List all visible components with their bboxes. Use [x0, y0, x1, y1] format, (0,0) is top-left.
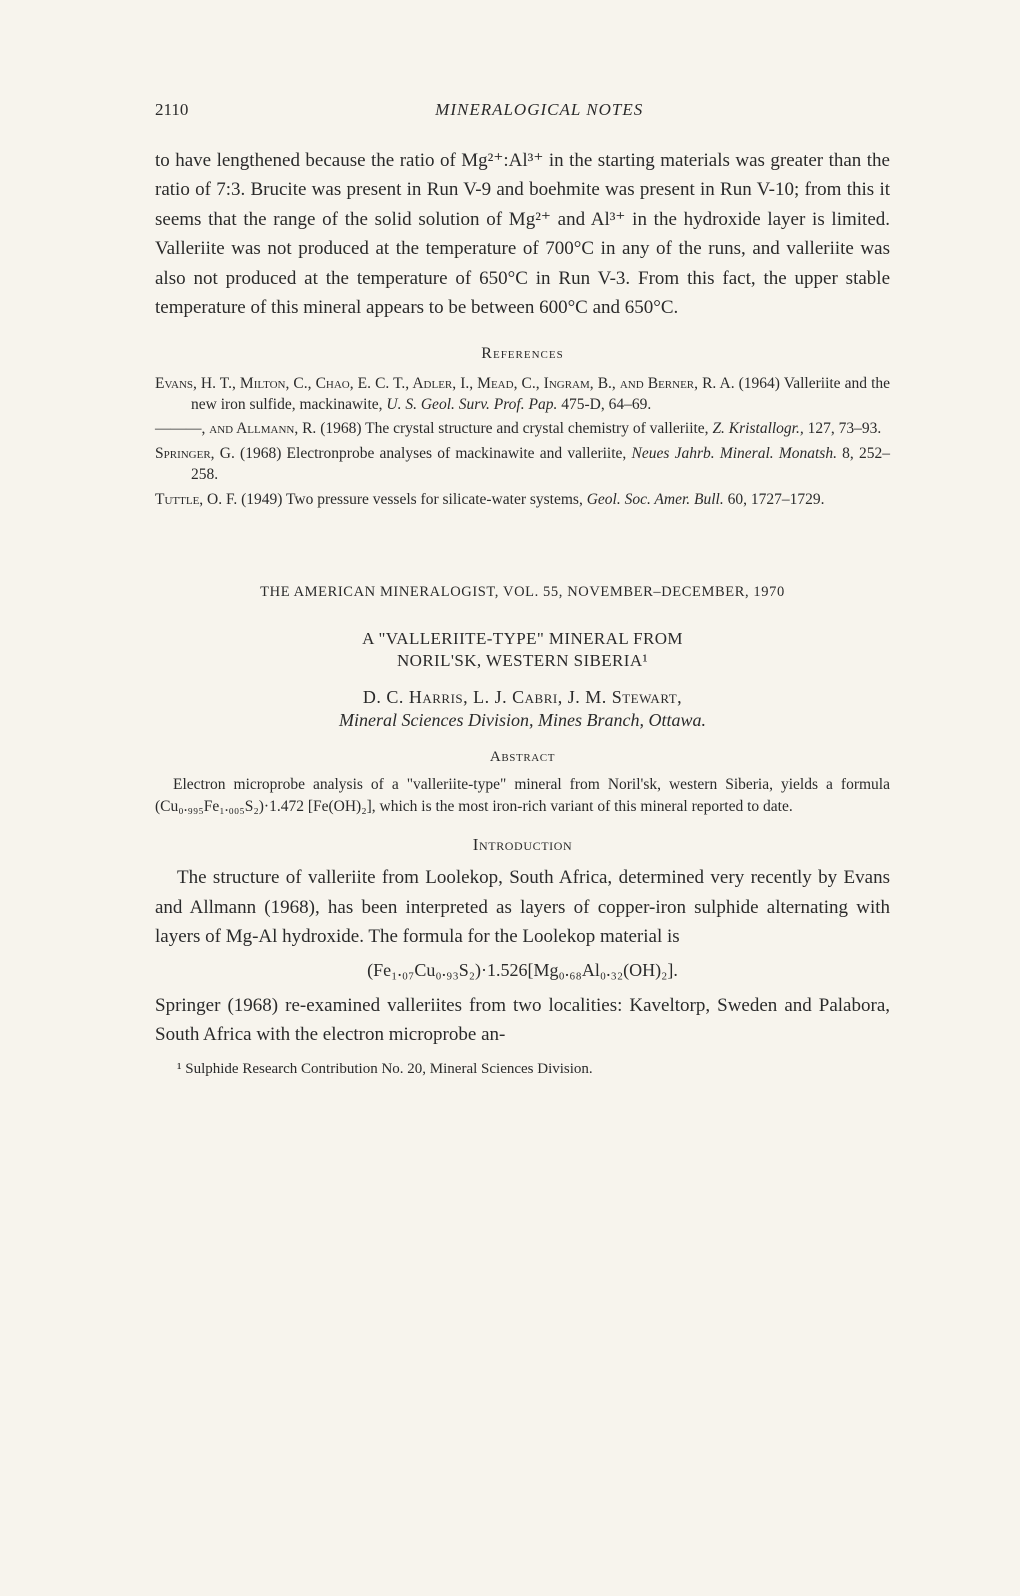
references-heading: References	[155, 345, 890, 363]
ref-tail: 60, 1727–1729.	[724, 491, 825, 508]
reference-item: Tuttle, O. F. (1949) Two pressure vessel…	[155, 489, 890, 510]
article-title-line2: NORIL'SK, WESTERN SIBERIA¹	[155, 651, 890, 671]
ref-journal: U. S. Geol. Surv. Prof. Pap.	[386, 396, 557, 413]
continuation-paragraph: to have lengthened because the ratio of …	[155, 146, 890, 323]
ref-authors: Tuttle, O. F.	[155, 491, 237, 508]
reference-item: Springer, G. (1968) Electronprobe analys…	[155, 443, 890, 486]
ref-tail: 127, 73–93.	[804, 420, 882, 437]
abstract-heading: Abstract	[155, 749, 890, 766]
ref-authors: ———, and Allmann, R.	[155, 420, 316, 437]
ref-text: (1949) Two pressure vessels for silicate…	[237, 491, 586, 508]
article-affiliation: Mineral Sciences Division, Mines Branch,…	[155, 710, 890, 731]
ref-authors: Evans, H. T., Milton, C., Chao, E. C. T.…	[155, 375, 698, 392]
ref-tail: 475-D, 64–69.	[557, 396, 651, 413]
footnote: ¹ Sulphide Research Contribution No. 20,…	[155, 1061, 890, 1078]
article-title-line1: A "VALLERIITE-TYPE" MINERAL FROM	[155, 629, 890, 649]
reference-item: Evans, H. T., Milton, C., Chao, E. C. T.…	[155, 373, 890, 416]
ref-authors: Springer, G.	[155, 445, 235, 462]
ref-journal: Z. Kristallogr.,	[712, 420, 803, 437]
reference-item: ———, and Allmann, R. (1968) The crystal …	[155, 418, 890, 439]
page-container: 2110 MINERALOGICAL NOTES to have lengthe…	[0, 0, 1020, 1173]
chemical-formula: (Fe₁.₀₇Cu₀.₉₃S₂)·1.526[Mg₀.₆₈Al₀.₃₂(OH)₂…	[155, 960, 890, 981]
introduction-heading: Introduction	[155, 835, 890, 855]
ref-text: (1968) The crystal structure and crystal…	[316, 420, 712, 437]
article-authors: D. C. Harris, L. J. Cabri, J. M. Stewart…	[155, 687, 890, 708]
page-number: 2110	[155, 100, 188, 120]
ref-journal: Neues Jahrb. Mineral. Monatsh.	[632, 445, 837, 462]
intro-paragraph-2: Springer (1968) re-examined valleriites …	[155, 991, 890, 1050]
intro-paragraph-1: The structure of valleriite from Looleko…	[155, 863, 890, 951]
running-head: MINERALOGICAL NOTES	[188, 100, 890, 120]
abstract-text: Electron microprobe analysis of a "valle…	[155, 774, 890, 817]
journal-line: THE AMERICAN MINERALOGIST, VOL. 55, NOVE…	[155, 584, 890, 601]
page-header: 2110 MINERALOGICAL NOTES	[155, 100, 890, 120]
ref-text: (1968) Electronprobe analyses of mackina…	[235, 445, 632, 462]
ref-journal: Geol. Soc. Amer. Bull.	[587, 491, 724, 508]
